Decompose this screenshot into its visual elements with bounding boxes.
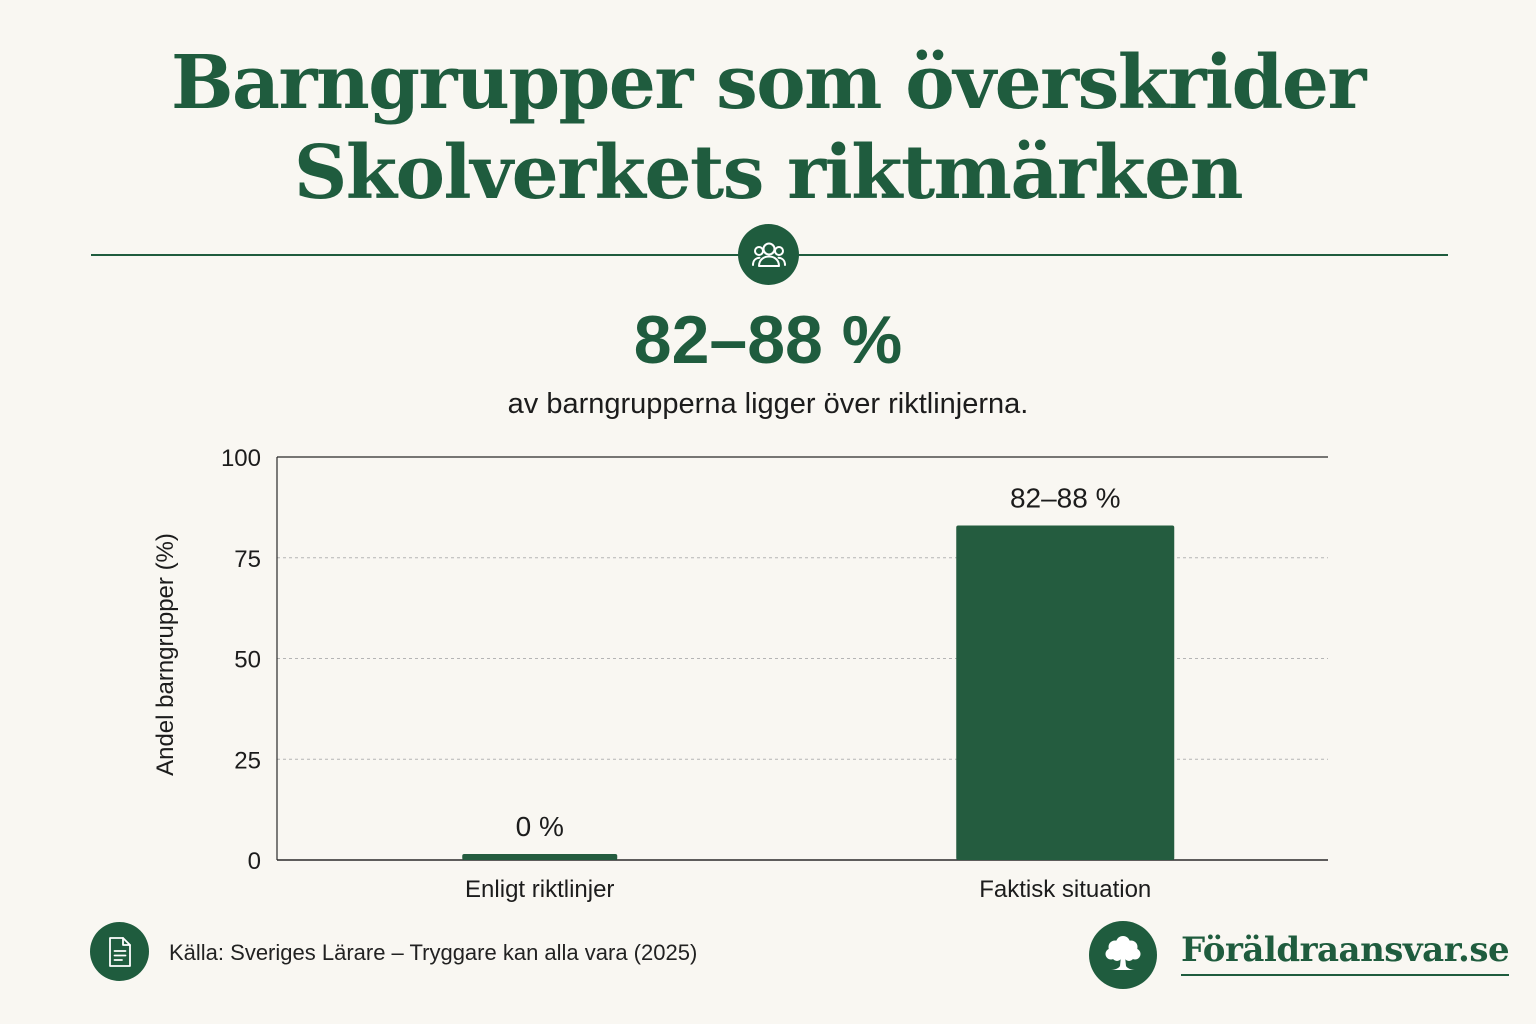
headline-value: 82–88 % [633,302,903,378]
x-category-label: Faktisk situation [979,876,1151,903]
title-line-1: Barngrupper som överskrider [171,40,1366,126]
divider-right [798,254,1448,256]
x-category-label: Enligt riktlinjer [465,876,614,903]
y-axis-title: Andel barngrupper (%) [152,533,179,776]
document-icon [90,922,149,981]
y-tick-label: 0 [248,848,261,875]
y-tick-label: 25 [234,747,261,774]
y-tick-label: 100 [221,445,261,472]
title-line-2: Skolverkets riktmärken [293,130,1244,216]
headline-caption: av barngrupperna ligger över riktlinjern… [507,388,1029,420]
bar-value-label: 82–88 % [1010,483,1121,514]
y-tick-label: 75 [234,546,261,573]
page-title: Barngrupper som överskrider Skolverkets … [0,38,1536,218]
y-tick-label: 50 [234,647,261,674]
source-citation: Källa: Sveriges Lärare – Tryggare kan al… [169,940,698,965]
bar [956,525,1175,860]
bar-value-label: 0 % [516,811,564,842]
brand-name: Föräldraansvar.se [1181,928,1510,976]
tree-icon [1089,921,1157,989]
people-group-icon [738,224,799,285]
divider-left [91,254,739,256]
bar [462,854,618,860]
